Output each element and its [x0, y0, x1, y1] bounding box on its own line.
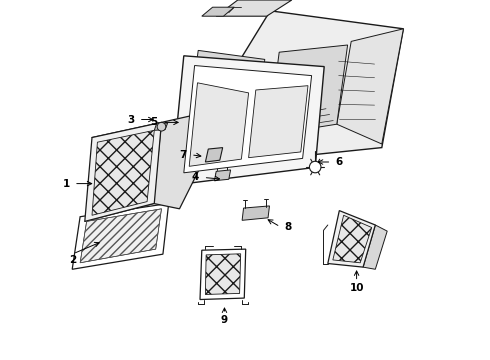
Text: 2: 2	[69, 255, 76, 265]
Text: 7: 7	[179, 150, 187, 160]
Circle shape	[157, 122, 166, 131]
Polygon shape	[242, 206, 270, 220]
Polygon shape	[215, 170, 231, 181]
Polygon shape	[189, 83, 248, 166]
Polygon shape	[171, 56, 324, 185]
Text: 4: 4	[192, 172, 199, 183]
Polygon shape	[202, 7, 234, 16]
Polygon shape	[173, 11, 403, 169]
Text: 9: 9	[221, 315, 228, 325]
Circle shape	[310, 161, 321, 173]
Polygon shape	[80, 209, 162, 263]
Text: 6: 6	[336, 157, 343, 167]
Polygon shape	[337, 29, 403, 144]
Polygon shape	[216, 0, 292, 16]
Text: 10: 10	[349, 283, 364, 293]
Polygon shape	[153, 116, 201, 209]
Polygon shape	[72, 203, 169, 269]
Text: 3: 3	[127, 114, 134, 125]
Polygon shape	[269, 45, 347, 135]
Polygon shape	[205, 148, 222, 162]
Polygon shape	[92, 130, 154, 215]
Polygon shape	[248, 86, 308, 158]
Polygon shape	[200, 249, 245, 300]
Polygon shape	[205, 254, 241, 294]
Polygon shape	[363, 225, 387, 269]
Text: 5: 5	[150, 117, 158, 127]
Polygon shape	[186, 50, 265, 149]
Text: 8: 8	[285, 222, 292, 232]
Polygon shape	[184, 66, 312, 173]
Polygon shape	[154, 123, 168, 130]
Polygon shape	[333, 215, 372, 263]
Polygon shape	[328, 211, 375, 267]
Text: 1: 1	[62, 179, 70, 189]
Polygon shape	[85, 122, 162, 221]
